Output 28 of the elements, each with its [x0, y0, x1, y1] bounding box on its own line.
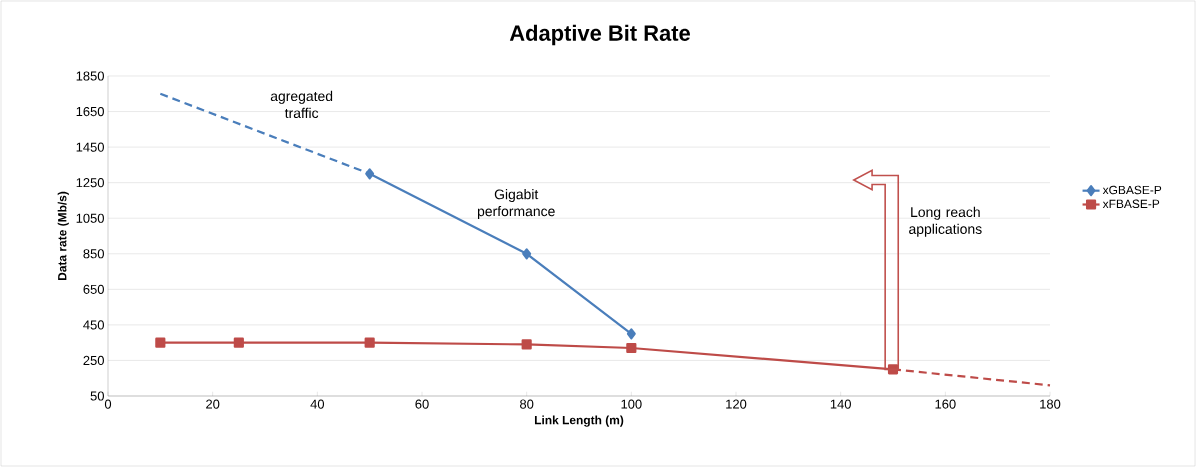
x-axis-title: Link Length (m): [534, 415, 624, 427]
x-tick-label: 180: [1040, 399, 1061, 409]
x-tick-label: 60: [415, 399, 429, 409]
annotation: Gigabit performance: [477, 189, 555, 219]
x-tick-label: 100: [621, 399, 642, 409]
y-tick-label: 1650: [76, 106, 104, 117]
y-tick-label: 1450: [76, 142, 104, 152]
y-tick-label: 650: [83, 284, 104, 294]
y-tick-label: 50: [90, 391, 104, 401]
x-tick-label: 120: [726, 399, 747, 409]
y-tick-label: 1850: [76, 71, 104, 81]
x-tick-label: 80: [520, 399, 534, 409]
x-tick-label: 160: [935, 399, 956, 409]
y-tick-label: 1050: [76, 213, 104, 223]
x-tick-label: 0: [104, 399, 112, 409]
annotation: Long reach applications: [909, 206, 982, 237]
x-tick-label: 40: [310, 399, 325, 409]
chart-title: Adaptive Bit Rate: [509, 24, 690, 46]
x-tick-label: 20: [206, 399, 220, 409]
y-tick-label: 1250: [76, 178, 104, 188]
y-tick-label: 850: [83, 249, 104, 259]
annotation: agregated traffic: [270, 90, 333, 119]
legend-label: xFBASE-P: [1102, 199, 1160, 209]
x-tick-label: 140: [830, 399, 851, 409]
y-axis-title: Data rate (Mb/s): [57, 191, 69, 281]
y-tick-label: 450: [83, 320, 104, 330]
y-tick-label: 250: [83, 355, 104, 366]
legend-label: xGBASE-P: [1102, 185, 1162, 195]
